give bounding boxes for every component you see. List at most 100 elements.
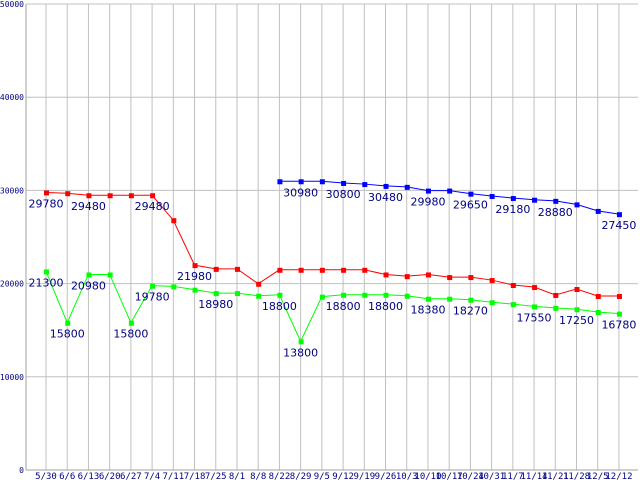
data-point-green <box>44 269 49 275</box>
data-label-blue: 30480 <box>368 191 403 204</box>
x-tick-label: 7/25 <box>205 472 227 480</box>
x-tick-label: 12/12 <box>605 472 632 480</box>
data-label-red: 21980 <box>177 270 212 283</box>
y-tick-label: 50000 <box>0 0 24 9</box>
series-line-red <box>45 191 619 297</box>
data-point-green <box>234 291 240 297</box>
data-point-green <box>362 292 368 298</box>
data-point-green <box>150 283 156 289</box>
data-point-red <box>256 281 262 287</box>
x-tick-label: 10/31 <box>478 472 505 480</box>
x-tick-label: 12/5 <box>587 472 609 480</box>
data-point-blue <box>532 197 538 203</box>
data-point-blue <box>425 188 431 194</box>
data-label-blue: 27450 <box>601 219 636 232</box>
data-point-blue <box>595 208 601 214</box>
data-point-blue <box>510 196 516 202</box>
data-point-red <box>532 285 538 291</box>
data-point-blue <box>447 188 453 194</box>
data-point-red <box>341 267 347 273</box>
data-point-red <box>447 275 453 281</box>
data-point-red <box>277 267 283 273</box>
data-point-red <box>616 293 622 299</box>
x-tick-label: 10/10 <box>414 472 441 480</box>
data-point-red <box>44 190 49 196</box>
data-label-green: 17550 <box>517 311 552 324</box>
y-tick-label: 20000 <box>0 280 24 289</box>
data-point-red <box>213 266 219 272</box>
y-tick-label: 40000 <box>0 93 24 102</box>
data-label-green: 15800 <box>50 328 85 341</box>
data-point-green <box>65 320 71 326</box>
y-tick-label: 30000 <box>0 186 24 195</box>
x-tick-label: 8/8 <box>250 472 266 480</box>
x-tick-label: 7/18 <box>184 472 206 480</box>
data-label-red: 29480 <box>135 200 170 213</box>
data-point-blue <box>277 179 283 185</box>
data-point-red <box>107 193 113 199</box>
data-point-red <box>171 218 177 224</box>
data-point-red <box>128 193 134 199</box>
series-line-green <box>45 271 619 343</box>
data-label-green: 15800 <box>113 328 148 341</box>
data-label-green: 18270 <box>453 305 488 318</box>
data-point-green <box>298 339 304 345</box>
data-label-blue: 30800 <box>326 188 361 201</box>
data-point-blue <box>362 182 368 188</box>
data-point-red <box>383 272 389 278</box>
data-label-green: 18800 <box>368 300 403 313</box>
data-point-red <box>362 267 368 273</box>
x-tick-label: 10/24 <box>457 472 484 480</box>
x-tick-label: 5/30 <box>35 472 57 480</box>
data-label-green: 16780 <box>601 319 636 332</box>
data-label-green: 19780 <box>135 291 170 304</box>
data-label-green: 13800 <box>283 346 318 359</box>
data-label-blue: 30980 <box>283 186 318 199</box>
data-point-green <box>213 291 219 297</box>
data-point-blue <box>298 179 304 185</box>
x-tick-label: 6/20 <box>99 472 121 480</box>
x-tick-label: 8/29 <box>290 472 312 480</box>
data-point-red <box>553 292 559 298</box>
data-label-green: 18980 <box>198 298 233 311</box>
data-point-blue <box>468 191 474 197</box>
data-point-green <box>86 272 92 278</box>
data-point-green <box>107 272 113 278</box>
data-label-green: 18800 <box>262 300 297 313</box>
data-label-blue: 28880 <box>538 206 573 219</box>
data-point-red <box>510 282 516 288</box>
data-point-green <box>425 296 431 302</box>
data-point-green <box>574 307 580 313</box>
data-point-green <box>341 292 347 298</box>
data-point-red <box>234 266 240 272</box>
x-tick-label: 7/11 <box>162 472 184 480</box>
y-tick-label: 0 <box>19 466 24 475</box>
data-point-green <box>532 304 538 310</box>
data-point-green <box>489 300 495 306</box>
data-point-green <box>171 284 177 290</box>
data-point-green <box>256 293 262 299</box>
data-point-blue <box>489 193 495 199</box>
data-label-red: 29480 <box>71 200 106 213</box>
x-tick-label: 11/28 <box>563 472 590 480</box>
data-label-green: 20980 <box>71 279 106 292</box>
data-label-green: 21300 <box>29 276 64 289</box>
data-point-green <box>595 310 601 316</box>
data-point-red <box>404 274 410 280</box>
data-point-red <box>489 278 495 284</box>
x-tick-label: 9/12 <box>332 472 354 480</box>
data-point-blue <box>404 184 410 190</box>
data-point-red <box>86 193 92 199</box>
data-point-red <box>468 275 474 281</box>
data-point-green <box>447 296 453 302</box>
x-tick-label: 8/1 <box>229 472 245 480</box>
data-point-green <box>277 292 283 298</box>
data-point-green <box>319 294 325 300</box>
data-point-blue <box>383 183 389 189</box>
x-tick-label: 9/5 <box>314 472 330 480</box>
data-label-green: 18800 <box>326 300 361 313</box>
data-point-green <box>553 305 559 311</box>
x-tick-label: 6/13 <box>78 472 100 480</box>
